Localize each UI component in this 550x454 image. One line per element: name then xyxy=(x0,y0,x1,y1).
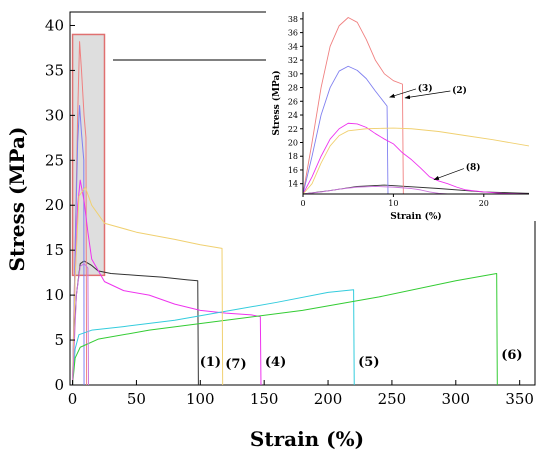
inset-x-tick-label: 10 xyxy=(388,199,398,208)
inset-y-tick-label: 30 xyxy=(288,70,298,79)
main-y-tick-label: 25 xyxy=(45,151,64,169)
inset-y-tick-label: 32 xyxy=(288,56,298,65)
main-x-tick-label: 250 xyxy=(378,390,407,408)
inset-y-axis-title: Stress (MPa) xyxy=(271,70,282,135)
main-x-tick-label: 50 xyxy=(127,390,146,408)
inset-series-5 xyxy=(303,127,529,194)
inset-x-axis-title: Strain (%) xyxy=(390,211,441,222)
inset-y-tick-label: 34 xyxy=(288,42,298,51)
main-curve-label: (6) xyxy=(501,348,522,363)
inset-curve-labels: (3) (2) (8) xyxy=(389,83,481,180)
inset-y-tick-label: 26 xyxy=(288,97,298,106)
main-curve-label: (1) xyxy=(200,355,221,370)
main-x-tick-label: 350 xyxy=(505,390,534,408)
inset-y-tick-label: 16 xyxy=(288,166,298,175)
main-curve-label: (4) xyxy=(265,355,286,370)
inset-series-4 xyxy=(303,122,529,194)
main-y-tick-label: 10 xyxy=(45,286,64,304)
main-series-1 xyxy=(72,260,199,385)
main-series-4 xyxy=(72,179,262,385)
main-y-tick-label: 30 xyxy=(45,106,64,124)
inset-leader-arrow xyxy=(433,168,465,180)
main-x-tick-label: 0 xyxy=(68,390,78,408)
main-y-tick-label: 20 xyxy=(45,196,64,214)
inset-leader-arrow xyxy=(404,90,451,100)
main-x-axis-title: Strain (%) xyxy=(250,427,364,451)
inset-y-tick-label: 20 xyxy=(288,138,298,147)
main-axis-ticks xyxy=(70,24,521,386)
inset-series-3 xyxy=(303,65,389,194)
inset-series-6 xyxy=(303,186,448,194)
inset-y-tick-label: 24 xyxy=(288,111,298,120)
main-series-6 xyxy=(72,273,498,385)
main-x-tick-label: 200 xyxy=(314,390,343,408)
main-series-8 xyxy=(72,263,90,385)
main-x-tick-label: 150 xyxy=(250,390,279,408)
inset-y-tick-label: 22 xyxy=(288,125,298,134)
main-x-tick-label: 100 xyxy=(186,390,215,408)
main-y-tick-label: 0 xyxy=(54,376,64,394)
main-curve-label: (7) xyxy=(225,357,246,372)
inset-curve-label: (8) xyxy=(466,162,481,173)
main-curve-label: (5) xyxy=(358,355,379,370)
inset-x-tick-label: 20 xyxy=(479,199,489,208)
main-curve-labels: (1) (7) (4) (5) (6) xyxy=(200,348,523,372)
inset-chart: 0 10 20 14 16 18 20 22 24 26 28 30 32 34 36 38 (3) (2) (8… xyxy=(266,3,536,222)
inset-curve-label: (2) xyxy=(452,85,467,96)
main-x-tick-label: 300 xyxy=(441,390,470,408)
inset-y-tick-label: 18 xyxy=(288,152,298,161)
main-series-5 xyxy=(72,289,355,385)
inset-series-2 xyxy=(303,17,404,194)
inset-y-tick-label: 38 xyxy=(288,15,298,24)
main-series-group xyxy=(72,41,498,385)
main-y-tick-label: 40 xyxy=(45,16,64,34)
main-y-axis-title: Stress (MPa) xyxy=(5,127,29,272)
main-y-tick-label: 35 xyxy=(45,61,64,79)
inset-y-tick-label: 36 xyxy=(288,29,298,38)
main-y-tick-label: 15 xyxy=(45,241,64,259)
main-series-3 xyxy=(72,104,85,385)
inset-tick-labels: 0 10 20 14 16 18 20 22 24 26 28 30 32 34 36 38 xyxy=(288,15,489,208)
inset-axis-ticks xyxy=(300,18,485,197)
inset-y-tick-label: 14 xyxy=(288,180,298,189)
inset-curve-label: (3) xyxy=(418,83,433,94)
main-y-tick-label: 5 xyxy=(54,331,64,349)
inset-y-tick-label: 28 xyxy=(288,84,298,93)
inset-x-tick-label: 0 xyxy=(300,199,305,208)
inset-series-group xyxy=(303,17,529,194)
main-series-7 xyxy=(72,186,224,385)
inset-leader-arrow xyxy=(389,88,417,98)
